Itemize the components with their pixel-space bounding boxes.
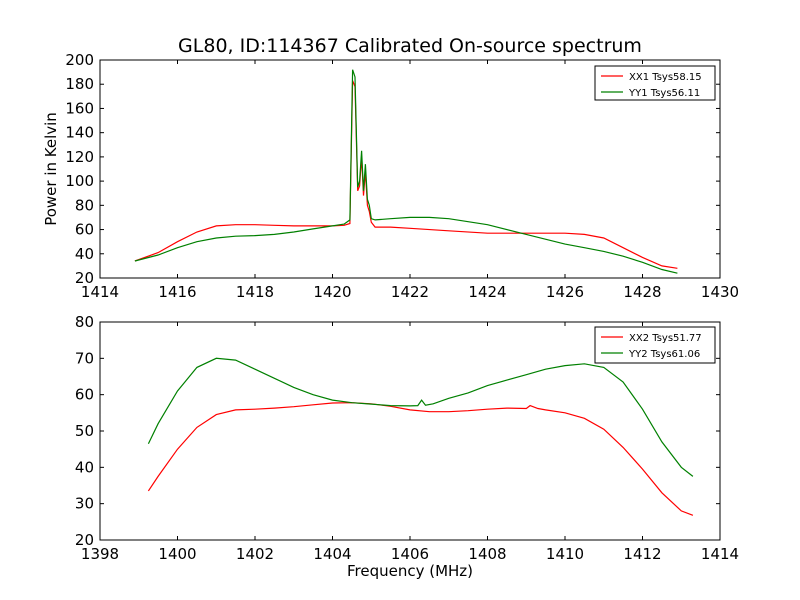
y-tick-label: 120 [65,148,94,166]
figure-title: GL80, ID:114367 Calibrated On-source spe… [178,35,642,57]
y-tick-label: 50 [75,422,94,440]
series-line-2 [134,69,678,274]
y-tick-label: 40 [75,245,94,263]
x-tick-label: 1402 [236,545,274,563]
plots-container: 1414 1416 1418 1420 1422 1424 1426 1428 1430 20 40… [42,51,739,580]
y-tick-label: 200 [65,51,94,69]
series-line-1 [147,402,694,516]
legend: XX2 Tsys51.77 YY2 Tsys61.06 [594,326,716,364]
y-tick-label: 40 [75,458,94,476]
x-tick-label: 1424 [468,283,506,301]
y-tick-label: 60 [75,221,94,239]
legend-box [594,65,716,101]
legend-label-1: XX1 Tsys58.15 [629,72,702,83]
y-tick-label: 160 [65,99,94,117]
x-tick-label: 1426 [546,283,584,301]
y-tick-label: 100 [65,172,94,190]
x-axis-title: Frequency (MHz) [347,562,473,580]
y-tick-label: 30 [75,495,94,513]
x-tick-label: 1398 [81,545,119,563]
legend: XX1 Tsys58.15 YY1 Tsys56.11 [594,65,716,101]
y-tick-label: 20 [75,531,94,549]
legend-label-1: XX2 Tsys51.77 [629,333,702,344]
x-tick-label: 1406 [391,545,429,563]
x-tick-label: 1428 [623,283,661,301]
legend-label-2: YY1 Tsys56.11 [628,88,700,99]
y-tick-label: 60 [75,386,94,404]
y-tick-label: 80 [75,196,94,214]
x-tick-label: 1430 [701,283,739,301]
x-tick-label: 1400 [158,545,196,563]
x-tick-label: 1404 [313,545,351,563]
x-tick-label: 1418 [236,283,274,301]
legend-box [594,326,716,364]
y-tick-label: 80 [75,313,94,331]
x-tick-label: 1416 [158,283,196,301]
x-tick-label: 1420 [313,283,351,301]
x-tick-label: 1422 [391,283,429,301]
x-tick-label: 1414 [701,545,739,563]
x-tick-label: 1410 [546,545,584,563]
y-tick-label: 20 [75,269,94,287]
x-tick-label: 1408 [468,545,506,563]
x-tick-label: 1414 [81,283,119,301]
y-tick-label: 70 [75,349,94,367]
y-tick-label: 180 [65,75,94,93]
series-line-2 [147,357,694,477]
y-tick-label: 140 [65,124,94,142]
subplot-2: 1398 1400 1402 1404 1406 1408 1410 1412 1414 20 30… [75,313,739,580]
x-tick-label: 1412 [623,545,661,563]
y-axis-title: Power in Kelvin [42,112,60,226]
legend-label-2: YY2 Tsys61.06 [628,349,700,360]
subplot-1: 1414 1416 1418 1420 1422 1424 1426 1428 1430 20 40… [42,51,739,301]
